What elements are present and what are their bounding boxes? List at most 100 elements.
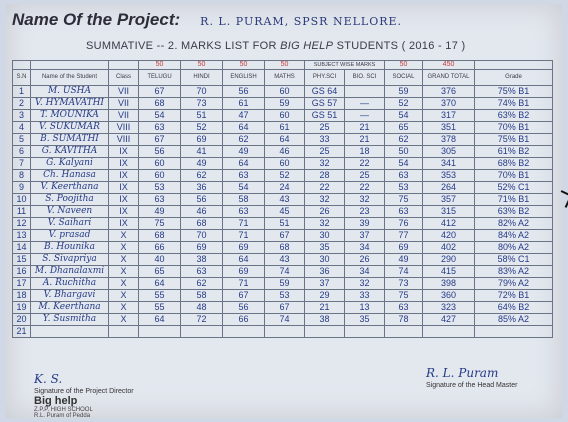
project-name: R. L. PURAM, SPSR NELLORE. [200,15,403,28]
mark-cell: X [108,289,139,302]
student-name-cell: M. Dhanalaxmi [30,265,109,278]
mark-cell: 54 [222,181,265,194]
mark-cell: 68 [180,217,223,230]
mark-cell: 13 [343,301,386,314]
mark-cell: 68 [264,241,305,254]
mark-cell: 68 [138,229,181,242]
serial-cell: 2 [12,97,31,110]
mark-cell: 85% A2 [474,313,554,326]
mark-cell: IX [108,205,139,218]
mark-cell: 67 [138,85,181,98]
mark-cell: 52% C1 [474,181,554,194]
mark-cell [304,325,345,338]
col-grade: Grade [474,69,554,86]
subject-wise-label: SUBJECT WISE MARKS [303,60,386,70]
mark-cell: 32 [343,193,386,206]
mark-cell: 60 [264,157,305,170]
mark-cell: 32 [343,277,386,290]
mark-cell: 71 [222,217,265,230]
mark-cell [108,325,139,338]
serial-cell: 9 [12,181,31,194]
mark-cell: 51 [264,217,305,230]
student-name-cell: G. Kalyani [30,157,109,170]
col-biosci: BIO. SCI [343,69,386,86]
student-name-cell: Y. Susmitha [30,313,109,326]
mark-cell: 55 [138,301,181,314]
col-grand-total: GRAND TOTAL [422,69,476,86]
subtitle-prefix: SUMMATIVE -- 2. MARKS LIST FOR [86,40,277,52]
stamp-line-1: Z.P.P. HIGH SCHOOL [34,407,93,413]
mark-cell: 59 [384,85,424,98]
mark-cell: 60 [264,85,305,98]
mark-cell: 75 [384,289,424,302]
subtitle-suffix: STUDENTS ( 2016 - 17 ) [336,40,466,52]
mark-cell: X [108,241,139,254]
mark-cell: 73 [180,97,223,110]
mark-cell: 62 [180,277,223,290]
mark-cell: 54 [384,109,424,122]
student-name-cell: M. Keerthana [30,301,109,314]
bighelp-stamp: Big help [34,395,78,407]
mark-cell: 77 [384,229,424,242]
mark-cell: 64 [138,277,181,290]
mark-cell: VII [108,97,139,110]
table-row: 13 V. prasad X 68 70 71 67 30 37 77 420 84% A2 [12,229,554,242]
mark-cell: IX [108,145,139,158]
student-name-cell: V. Keerthana [30,181,109,194]
student-name-cell: V. Bhargavi [30,289,109,302]
mark-cell: VII [108,109,139,122]
mark-cell: 64 [222,253,265,266]
mark-cell: 415 [422,265,476,278]
table-row: 1 M. USHA VII 67 70 56 60 GS 64 59 376 75% B1 [12,85,554,98]
mark-cell: 18 [343,145,386,158]
table-row: 9 V. Keerthana IX 53 36 54 24 22 22 53 264 52% C1 [12,181,554,194]
table-row: 7 G. Kalyani IX 60 49 64 60 32 22 54 341 68% B2 [12,157,554,170]
mark-cell: 49 [180,157,223,170]
mark-cell: 402 [422,241,476,254]
table-row: 12 V. Saihari IX 75 68 71 51 32 39 76 412 82% A2 [12,217,554,230]
mark-cell: 69 [180,133,223,146]
mark-cell: 32 [304,157,345,170]
mark-cell: 34 [343,241,386,254]
mark-cell: 60 [264,109,305,122]
mark-cell: 71 [222,229,265,242]
serial-cell: 10 [12,193,31,206]
mark-cell: 32 [304,217,345,230]
mark-cell: 64% B2 [474,301,554,314]
mark-cell: 56 [138,145,181,158]
mark-cell: 37 [304,277,345,290]
mark-cell: IX [108,169,139,182]
mark-cell: 56 [180,193,223,206]
table-row: 19 M. Keerthana X 55 48 56 67 21 13 63 323 64% B2 [12,301,554,314]
mark-cell: 21 [304,301,345,314]
mark-cell: X [108,277,139,290]
mark-cell: X [108,253,139,266]
student-name-cell: B. Hounika [30,241,109,254]
mark-cell: X [108,301,139,314]
col-sn: S.N [12,69,31,86]
col-english: ENGLISH [222,69,265,86]
mark-cell: IX [108,181,139,194]
mark-cell: 63 [138,121,181,134]
mark-cell: 74 [264,313,305,326]
serial-cell: 18 [12,289,31,302]
column-header-row: S.N Name of the Student Class TELUGU HIN… [12,69,554,86]
project-header: Name Of the Project: R. L. PURAM, SPSR N… [12,10,402,34]
mark-cell: 60 [138,157,181,170]
student-name-cell [30,325,109,338]
table-row: 4 V. SUKUMAR VIII 63 52 64 61 25 21 65 351 70% B1 [12,121,554,134]
stamp-line-2: R.L. Puram of Pedda [34,413,91,419]
mark-cell: 66 [138,241,181,254]
mark-cell: 52 [384,97,424,110]
mark-cell: 64 [138,313,181,326]
mark-cell: — [343,109,386,122]
mark-cell: 63 [384,205,424,218]
mark-cell: 30 [304,229,345,242]
student-name-cell: T. MOUNIKA [30,109,109,122]
mark-cell: 63 [180,265,223,278]
mark-cell: 54 [384,157,424,170]
mark-cell: 61% B2 [474,145,554,158]
mark-cell: 39 [343,217,386,230]
student-name-cell: B. SUMATHI [30,133,109,146]
mark-cell: 25 [343,169,386,182]
